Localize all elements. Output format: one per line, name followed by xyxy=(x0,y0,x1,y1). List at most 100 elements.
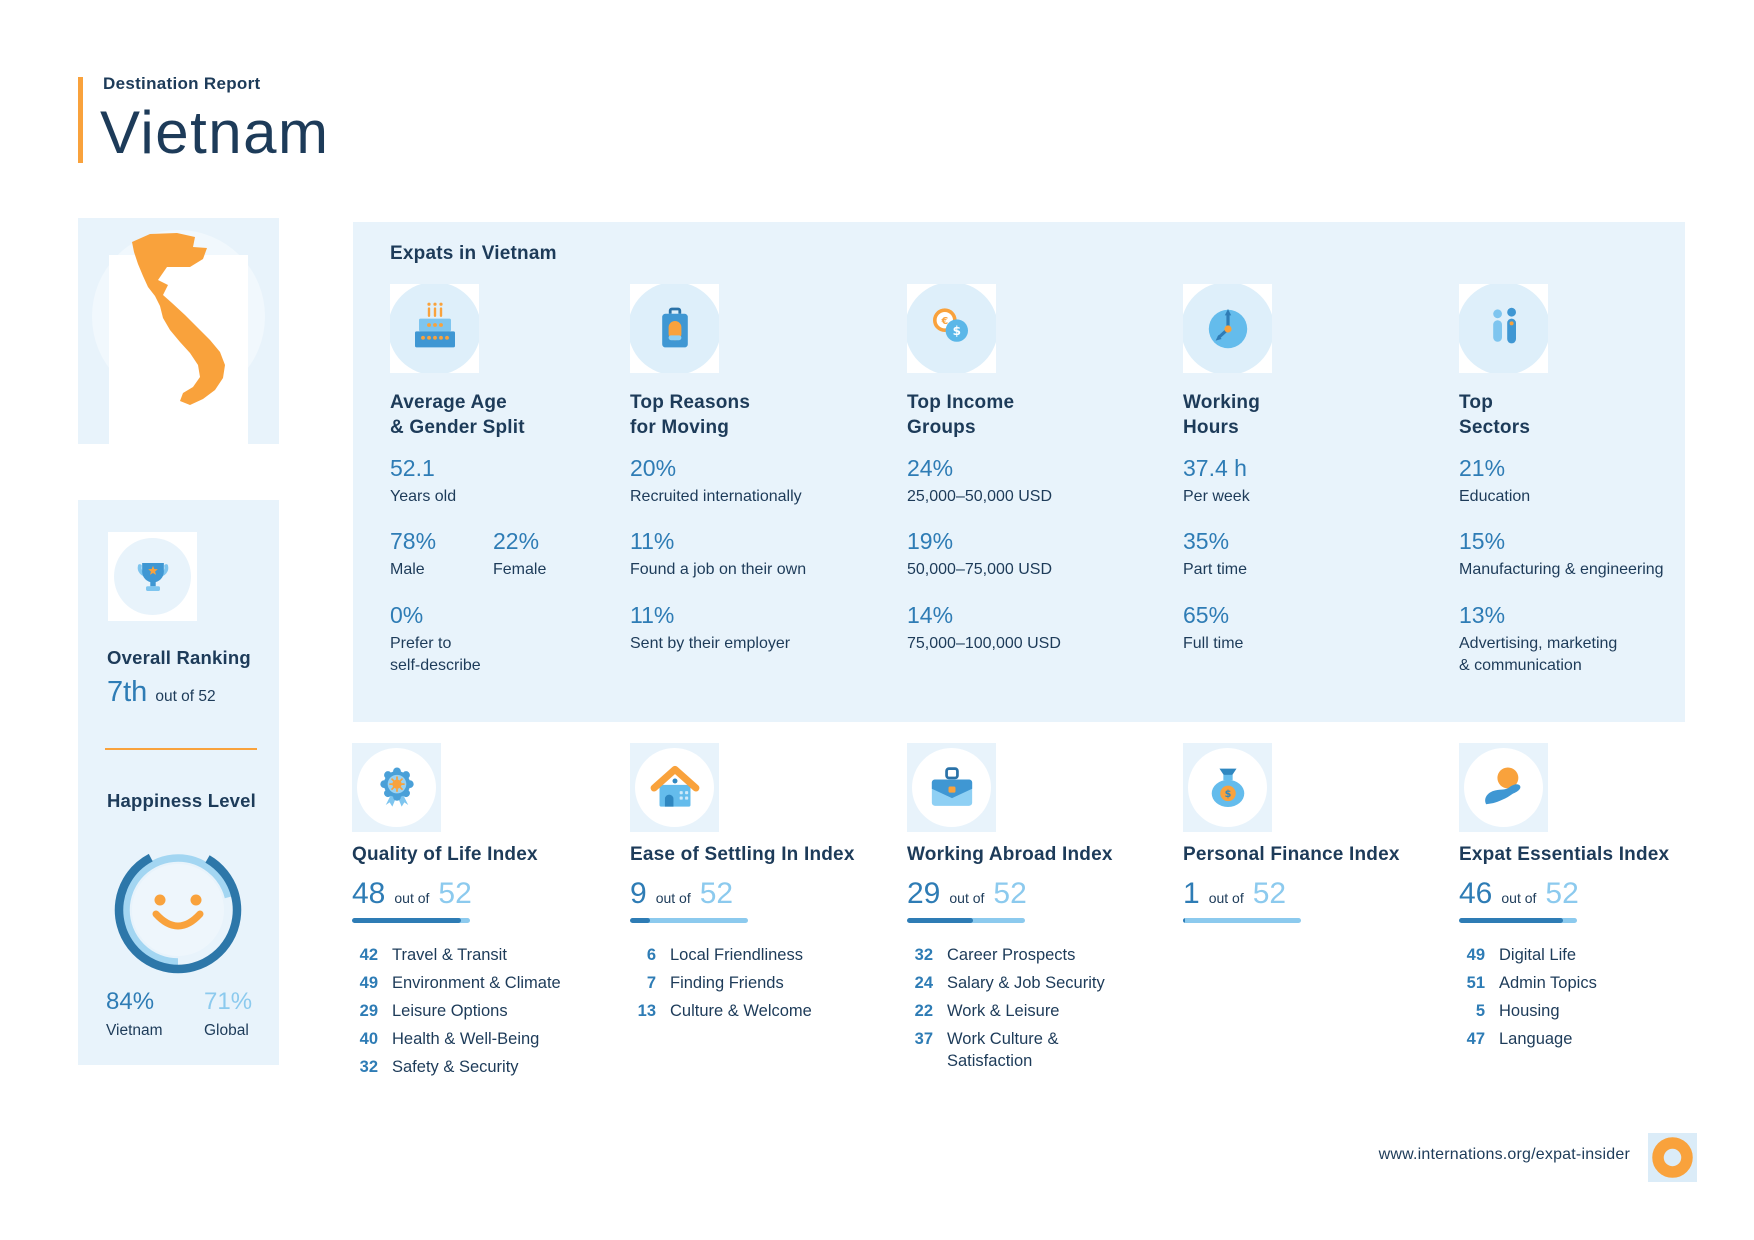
column-title: Average Age & Gender Split xyxy=(390,392,525,438)
list-item: 22 Work & Leisure xyxy=(914,1002,1060,1020)
index-sublist: 42 Travel & Transit 49 Environment & Clima… xyxy=(352,944,561,1084)
working-abroad-card: Working Abroad Index 29 out of 52 32 Care… xyxy=(907,743,1157,1070)
index-progress-bar xyxy=(907,918,1025,923)
coins-icon: € $ xyxy=(932,307,968,342)
stat-value: 11% xyxy=(630,528,675,554)
stat-sent-by-employer: 11% Sent by their employer xyxy=(630,602,790,655)
personal-finance-card: $ Personal Finance Index 1 out of 52 xyxy=(1183,743,1433,923)
list-item: 49 Digital Life xyxy=(1466,946,1577,964)
stat-value: 37.4 h xyxy=(1183,455,1247,481)
stat-label: Recruited internationally xyxy=(630,488,802,505)
column-title: Top Reasons for Moving xyxy=(630,392,751,438)
index-rank-value: 1 xyxy=(1183,877,1200,910)
stat-hours: 37.4 h Per week xyxy=(1183,455,1250,508)
index-rank: 9 out of 52 xyxy=(630,877,733,911)
list-item: 5 Housing xyxy=(1475,1002,1560,1020)
list-item: 6 Local Friendliness xyxy=(646,946,803,964)
list-item: 29 Leisure Options xyxy=(359,1002,508,1020)
list-item: 47 Language xyxy=(1466,1030,1573,1048)
overall-ranking-card: Overall Ranking 7th out of 52 Happiness … xyxy=(78,500,279,1065)
stat-manufacturing: 15% Manufacturing & engineering xyxy=(1459,528,1664,581)
orange-divider xyxy=(105,748,257,750)
footer-link[interactable]: www.internations.org/expat-insider xyxy=(1378,1146,1630,1163)
out-of-label: out of xyxy=(1208,890,1244,906)
stat-label: Per week xyxy=(1183,488,1250,505)
stat-value: 11% xyxy=(630,602,675,628)
stat-label: Years old xyxy=(390,488,457,505)
money-bag-icon: $ xyxy=(1211,768,1244,807)
list-item: 42 Travel & Transit xyxy=(359,946,507,964)
accent-bar xyxy=(78,77,83,163)
stat-full-time: 65% Full time xyxy=(1183,602,1243,655)
index-sublist: 6 Local Friendliness 7 Finding Friends 13 C… xyxy=(630,944,812,1028)
rosette-tile xyxy=(352,743,441,832)
index-progress-bar xyxy=(352,918,470,923)
list-item: 13 Culture & Welcome xyxy=(637,1002,812,1020)
expats-panel-title: Expats in Vietnam xyxy=(390,243,557,264)
expats-panel: Expats in Vietnam Average Age & Gender S… xyxy=(353,222,1685,722)
happiness-smiley-gauge xyxy=(114,846,242,974)
index-total: 52 xyxy=(1545,877,1579,910)
stat-recruited: 20% Recruited internationally xyxy=(630,455,802,508)
stat-value: 15% xyxy=(1459,528,1506,554)
stat-average-age: 52.1 Years old xyxy=(390,455,456,508)
suitcase-tile xyxy=(630,284,719,373)
stat-value: 14% xyxy=(907,602,954,628)
out-of-label: out of xyxy=(1501,890,1537,906)
vietnam-map-icon xyxy=(132,233,225,405)
happiness-local-label: Vietnam xyxy=(106,1022,163,1039)
column-income-groups: € $ Top Income Groups 24% 25,000–50,000 … xyxy=(907,284,1157,652)
briefcase-icon xyxy=(931,766,972,806)
stat-income-2: 19% 50,000–75,000 USD xyxy=(907,528,1052,581)
stat-label: Sent by their employer xyxy=(630,635,791,652)
list-item: 37 Work Culture & Satisfaction xyxy=(914,1030,1059,1070)
index-total: 52 xyxy=(993,877,1027,910)
list-item: 32 Career Prospects xyxy=(914,946,1076,964)
stat-label: 75,000–100,000 USD xyxy=(907,635,1061,652)
people-tile xyxy=(1459,284,1548,373)
cake-tile xyxy=(390,284,479,373)
stat-label: Prefer to self-describe xyxy=(390,635,481,674)
index-progress-bar xyxy=(1183,918,1301,923)
stat-value: 19% xyxy=(907,528,954,554)
index-total: 52 xyxy=(699,877,734,910)
stat-value: 13% xyxy=(1459,602,1506,628)
happiness-stats: 84% Vietnam 71% Global xyxy=(106,988,302,1040)
ranking-position: 7th xyxy=(107,676,148,708)
rosette-icon xyxy=(379,766,414,807)
index-rank: 29 out of 52 xyxy=(907,877,1027,911)
happiness-global: 71% Global xyxy=(204,988,302,1040)
list-item: 49 Environment & Climate xyxy=(359,974,561,992)
column-working-hours: Working Hours 37.4 h Per week 35% Part t… xyxy=(1183,284,1433,652)
index-sublist: 49 Digital Life 51 Admin Topics 5 Housing 4… xyxy=(1459,944,1597,1056)
stat-label: Full time xyxy=(1183,635,1244,652)
page-title: Vietnam xyxy=(100,99,330,166)
index-title: Working Abroad Index xyxy=(907,844,1113,865)
country-map-card xyxy=(78,218,279,444)
map-backdrop-square xyxy=(109,255,248,444)
clock-icon xyxy=(1208,308,1247,348)
list-item: 32 Safety & Security xyxy=(359,1058,519,1076)
column-title: Working Hours xyxy=(1183,392,1261,438)
index-rank-value: 29 xyxy=(907,877,941,910)
stat-own-job: 11% Found a job on their own xyxy=(630,528,806,581)
index-title: Ease of Settling In Index xyxy=(630,844,855,865)
stat-label: 50,000–75,000 USD xyxy=(907,561,1052,578)
birthday-cake-icon xyxy=(414,302,455,347)
index-title: Quality of Life Index xyxy=(352,844,538,865)
stat-income-3: 14% 75,000–100,000 USD xyxy=(907,602,1061,655)
happiness-global-label: Global xyxy=(204,1022,249,1039)
stat-label: Male xyxy=(390,561,425,578)
house-icon xyxy=(650,765,699,807)
stat-male: 78% Male xyxy=(390,528,436,581)
index-title: Expat Essentials Index xyxy=(1459,844,1670,865)
list-item: 24 Salary & Job Security xyxy=(914,974,1105,992)
list-item: 40 Health & Well-Being xyxy=(359,1030,540,1048)
people-icon xyxy=(1492,307,1516,343)
index-title: Personal Finance Index xyxy=(1183,844,1400,865)
stat-value: 65% xyxy=(1183,602,1230,628)
stat-label: Female xyxy=(493,561,547,578)
stat-label: Part time xyxy=(1183,561,1248,578)
